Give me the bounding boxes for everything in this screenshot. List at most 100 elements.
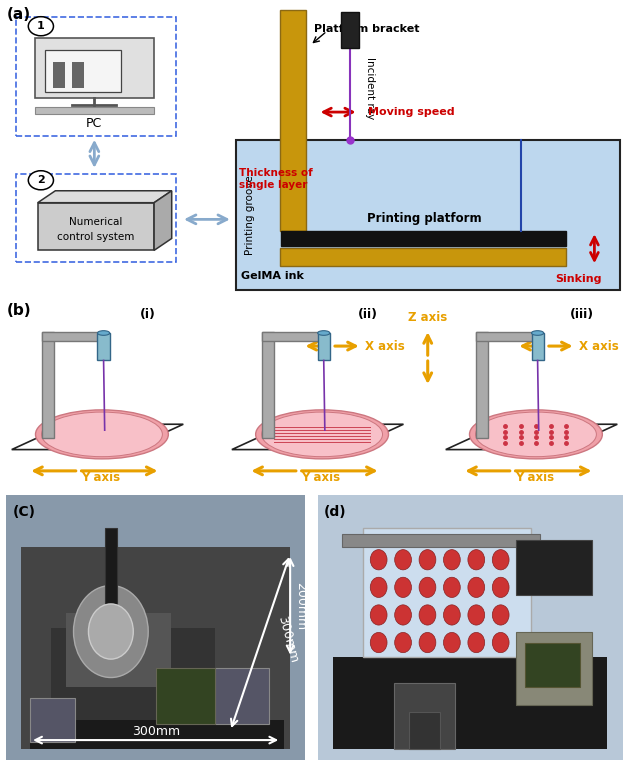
- Ellipse shape: [370, 578, 387, 598]
- Ellipse shape: [443, 632, 460, 653]
- Text: (i): (i): [140, 308, 156, 321]
- Polygon shape: [232, 424, 403, 449]
- Text: Sinking: Sinking: [555, 274, 602, 284]
- Bar: [364, 528, 532, 657]
- Ellipse shape: [394, 550, 411, 570]
- Ellipse shape: [443, 605, 460, 625]
- Text: (a): (a): [6, 7, 30, 22]
- Text: Platform bracket: Platform bracket: [314, 24, 420, 34]
- Text: Printing groove: Printing groove: [245, 175, 255, 255]
- Polygon shape: [12, 424, 183, 449]
- Bar: [97, 333, 109, 360]
- Text: Z axis: Z axis: [408, 312, 447, 325]
- Text: Incident ray: Incident ray: [365, 57, 375, 119]
- Text: 2: 2: [37, 175, 45, 185]
- Circle shape: [28, 170, 53, 190]
- Ellipse shape: [419, 632, 436, 653]
- FancyBboxPatch shape: [16, 174, 176, 263]
- Ellipse shape: [532, 331, 543, 336]
- Bar: [525, 643, 580, 687]
- Polygon shape: [154, 190, 172, 250]
- Ellipse shape: [370, 550, 387, 570]
- Ellipse shape: [468, 578, 485, 598]
- FancyBboxPatch shape: [16, 17, 176, 136]
- Bar: [318, 333, 330, 360]
- Text: control system: control system: [57, 233, 135, 243]
- Bar: [156, 668, 215, 723]
- Text: Y axis: Y axis: [81, 471, 120, 484]
- Text: (b): (b): [6, 303, 31, 318]
- Ellipse shape: [262, 412, 382, 457]
- Ellipse shape: [394, 605, 411, 625]
- Ellipse shape: [35, 410, 169, 459]
- Bar: [476, 332, 488, 438]
- Bar: [394, 683, 455, 750]
- Circle shape: [28, 17, 53, 36]
- Bar: [30, 720, 284, 750]
- Bar: [333, 657, 608, 750]
- Ellipse shape: [370, 632, 387, 653]
- Bar: [21, 547, 290, 750]
- Text: 300mm: 300mm: [131, 724, 180, 737]
- Ellipse shape: [476, 412, 596, 457]
- Ellipse shape: [468, 550, 485, 570]
- Text: Y axis: Y axis: [515, 471, 554, 484]
- Bar: [53, 62, 65, 88]
- Polygon shape: [446, 424, 617, 449]
- Text: 300mm: 300mm: [276, 614, 300, 664]
- Text: (iii): (iii): [570, 308, 594, 321]
- Bar: [516, 539, 593, 594]
- Text: PC: PC: [86, 118, 103, 131]
- Ellipse shape: [89, 604, 133, 659]
- Ellipse shape: [468, 632, 485, 653]
- Bar: [35, 108, 154, 114]
- Ellipse shape: [468, 605, 485, 625]
- Bar: [51, 628, 215, 720]
- Bar: [280, 249, 566, 266]
- Text: 200mm: 200mm: [294, 581, 308, 630]
- Ellipse shape: [394, 632, 411, 653]
- Text: X axis: X axis: [579, 339, 618, 353]
- Text: Numerical: Numerical: [69, 217, 122, 227]
- Ellipse shape: [255, 410, 389, 459]
- Ellipse shape: [493, 578, 509, 598]
- Bar: [262, 332, 274, 438]
- Bar: [105, 528, 117, 621]
- Ellipse shape: [74, 585, 148, 677]
- Bar: [262, 333, 320, 342]
- Ellipse shape: [493, 550, 509, 570]
- Polygon shape: [38, 190, 172, 203]
- Ellipse shape: [493, 632, 509, 653]
- Ellipse shape: [419, 605, 436, 625]
- Bar: [42, 333, 100, 342]
- Bar: [532, 333, 543, 360]
- Ellipse shape: [469, 410, 603, 459]
- Bar: [38, 203, 154, 250]
- Bar: [409, 713, 440, 750]
- Ellipse shape: [318, 331, 330, 336]
- Bar: [516, 631, 593, 705]
- Bar: [341, 12, 359, 48]
- Bar: [281, 231, 566, 246]
- Ellipse shape: [443, 550, 460, 570]
- Ellipse shape: [419, 550, 436, 570]
- Text: (d): (d): [324, 505, 347, 518]
- Ellipse shape: [370, 605, 387, 625]
- Text: (ii): (ii): [358, 308, 378, 321]
- Ellipse shape: [493, 605, 509, 625]
- Ellipse shape: [443, 578, 460, 598]
- Bar: [476, 333, 534, 342]
- Text: X axis: X axis: [365, 339, 404, 353]
- Bar: [35, 38, 154, 98]
- Bar: [45, 50, 121, 91]
- Text: Printing platform: Printing platform: [367, 212, 482, 225]
- Ellipse shape: [394, 578, 411, 598]
- Text: Y axis: Y axis: [301, 471, 340, 484]
- Bar: [30, 698, 75, 742]
- Bar: [215, 668, 269, 723]
- Bar: [72, 62, 84, 88]
- Bar: [342, 534, 540, 547]
- Text: 1: 1: [37, 22, 45, 31]
- Bar: [42, 332, 54, 438]
- Ellipse shape: [419, 578, 436, 598]
